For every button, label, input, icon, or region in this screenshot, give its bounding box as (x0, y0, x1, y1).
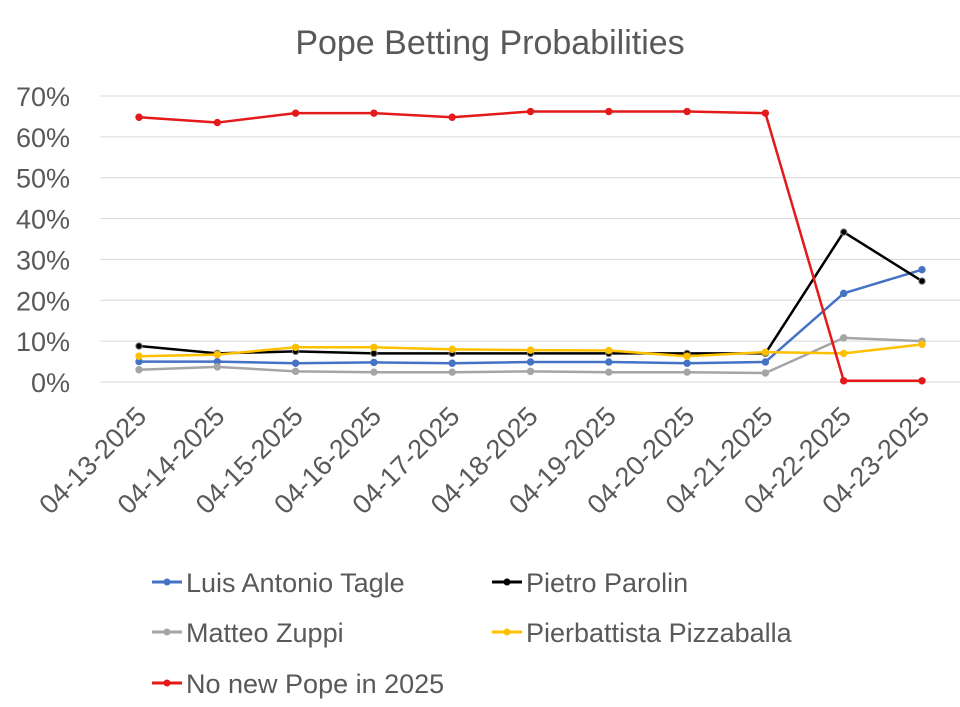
data-point (448, 113, 456, 121)
legend-label: Matteo Zuppi (186, 618, 344, 648)
data-point (761, 348, 770, 356)
data-point (135, 342, 143, 350)
data-point (683, 107, 691, 116)
data-point (605, 368, 613, 376)
data-point (526, 346, 535, 354)
data-point (840, 289, 848, 298)
data-point (761, 109, 770, 117)
legend-marker (163, 578, 171, 586)
data-point (605, 346, 613, 355)
data-point (918, 265, 926, 274)
x-axis-ticks: 04-13-202504-14-202504-15-202504-16-2025… (33, 401, 935, 520)
data-point (213, 363, 222, 371)
data-point (448, 345, 456, 354)
legend-label: Pierbattista Pizzaballa (526, 618, 793, 648)
data-point (135, 352, 143, 360)
legend-label: Luis Antonio Tagle (186, 568, 405, 598)
y-tick-label: 0% (31, 368, 70, 398)
y-tick-label: 20% (16, 286, 70, 316)
data-point (918, 377, 926, 385)
legend-marker (503, 578, 511, 586)
series-line (138, 110, 922, 383)
data-point (291, 359, 300, 367)
data-point (526, 107, 535, 116)
legend-label: Pietro Parolin (526, 568, 688, 598)
gridlines (100, 95, 960, 383)
data-point (761, 358, 770, 366)
data-point (526, 367, 535, 376)
data-point (291, 343, 300, 351)
legend-label: No new Pope in 2025 (186, 669, 444, 699)
data-point (448, 368, 456, 376)
data-point (683, 359, 691, 367)
series-group (135, 107, 926, 385)
data-point (840, 377, 848, 385)
y-tick-label: 50% (16, 164, 70, 194)
legend: Luis Antonio Tagle Pietro Parolin Matteo Z… (152, 568, 793, 699)
data-point (370, 349, 378, 358)
legend-marker (163, 628, 171, 636)
data-point (605, 358, 613, 366)
y-tick-label: 40% (16, 205, 70, 235)
data-point (761, 369, 770, 377)
data-point (291, 109, 300, 117)
legend-marker (503, 628, 511, 636)
data-point (370, 358, 378, 367)
data-point (448, 359, 456, 367)
y-tick-label: 30% (16, 245, 70, 275)
y-tick-label: 60% (16, 123, 70, 153)
data-point (370, 109, 378, 117)
data-point (918, 340, 926, 349)
data-point (683, 352, 691, 360)
data-point (291, 367, 300, 376)
data-point (370, 343, 378, 351)
legend-marker (163, 679, 171, 687)
y-tick-label: 10% (16, 327, 70, 357)
data-point (918, 277, 926, 285)
y-axis-ticks: 0% 10% 20% 30% 40% 50% 60% 70% (16, 82, 70, 398)
data-point (840, 228, 848, 236)
data-point (526, 358, 535, 366)
data-point (605, 107, 613, 116)
data-point (840, 349, 848, 358)
data-point (135, 113, 143, 121)
chart-title: Pope Betting Probabilities (295, 24, 684, 62)
data-point (370, 368, 378, 376)
y-tick-label: 70% (16, 82, 70, 112)
data-point (840, 334, 848, 342)
data-point (135, 366, 143, 374)
data-point (213, 350, 222, 359)
data-point (683, 368, 691, 376)
data-point (213, 118, 222, 127)
